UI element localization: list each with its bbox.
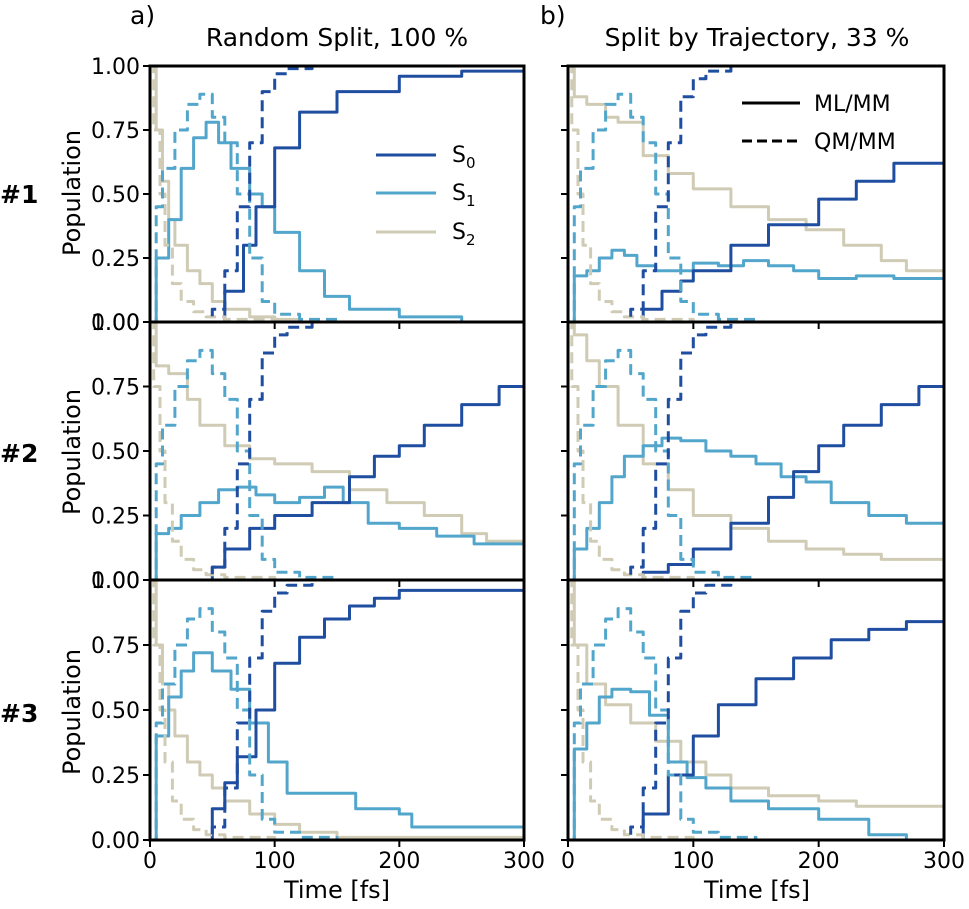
series-s2-mlmm-b2 — [568, 320, 946, 565]
series-s0-mlmm-b3 — [568, 619, 946, 842]
column-title-a: Random Split, 100 % — [206, 23, 468, 52]
y-tick-label-a1-4: 1.00 — [91, 55, 140, 80]
column-title-b: Split by Trajectory, 33 % — [605, 23, 910, 52]
x-tick-label-a3-1: 100 — [254, 849, 296, 874]
row-label-2: #2 — [0, 439, 38, 468]
series-s0-qmmm-b1 — [568, 64, 944, 324]
series-s1-qmmm-b1 — [568, 92, 944, 324]
legend-states: S0 S1 S2 — [376, 143, 476, 249]
legend-label-s2: S2 — [452, 220, 476, 249]
y-tick-label-a3-4: 1.00 — [91, 569, 140, 594]
series-s2-mlmm-b3 — [568, 578, 944, 808]
series-s0-mlmm-a1 — [150, 68, 526, 324]
series-s0-qmmm-a2 — [150, 320, 524, 582]
series-s0-mlmm-b1 — [568, 142, 946, 324]
y-tick-label-a2-4: 1.00 — [91, 311, 140, 336]
y-tick-label-a2-0: 0.00 — [91, 569, 140, 594]
plot-frame-a2 — [148, 320, 526, 582]
y-tick-label-a3-1: 0.25 — [91, 764, 140, 789]
series-s1-mlmm-b1 — [568, 248, 946, 324]
series-s2-mlmm-a2 — [150, 320, 526, 549]
y-tick-label-a1-1: 0.25 — [91, 247, 140, 272]
series-s0-mlmm-b2 — [568, 378, 946, 582]
y-tick-label-a3-0: 0.00 — [91, 829, 140, 854]
legend-label-s0: S0 — [452, 143, 476, 172]
y-axis-label-row3: Population — [58, 649, 86, 775]
x-tick-label-b3-3: 300 — [923, 849, 965, 874]
series-s1-qmmm-a1 — [150, 92, 524, 324]
series-s1-qmmm-a2 — [150, 348, 524, 582]
legend-label-s1: S1 — [452, 181, 476, 210]
series-s0-qmmm-b3 — [568, 578, 944, 842]
series-s2-qmmm-b1 — [568, 64, 944, 324]
plot-frame-b2 — [566, 320, 946, 582]
x-tick-label-b3-0: 0 — [561, 849, 575, 874]
y-tick-label-a1-3: 0.75 — [91, 119, 140, 144]
row-label-3: #3 — [0, 699, 38, 728]
series-s1-qmmm-a3 — [150, 607, 524, 842]
series-s2-qmmm-a1 — [150, 64, 524, 324]
y-axis-label-row2: Population — [58, 389, 86, 515]
series-s0-mlmm-a2 — [150, 378, 526, 582]
x-axis-label-a: Time [fs] — [283, 876, 390, 904]
series-s0-qmmm-a3 — [150, 578, 524, 842]
legend-label-mlmm: ML/MM — [814, 92, 891, 117]
row-label-1: #1 — [0, 180, 38, 209]
legend-label-qmmm: QM/MM — [814, 130, 896, 155]
series-s2-mlmm-b1 — [568, 64, 946, 279]
plots-group: 0.000.250.500.751.000.000.250.500.751.00… — [91, 55, 965, 874]
series-s1-mlmm-b2 — [568, 436, 946, 582]
x-axis-label-b: Time [fs] — [703, 876, 810, 904]
series-s2-qmmm-a3 — [150, 578, 524, 842]
series-s2-qmmm-b3 — [568, 578, 944, 842]
series-s1-mlmm-a3 — [150, 651, 524, 842]
panel-label-a: a) — [130, 1, 155, 30]
y-tick-label-a3-3: 0.75 — [91, 634, 140, 659]
series-s1-mlmm-a2 — [150, 485, 526, 582]
x-tick-label-a3-3: 300 — [503, 849, 545, 874]
series-s0-qmmm-b2 — [568, 320, 944, 582]
y-tick-label-a1-0: 0.00 — [91, 311, 140, 336]
x-tick-label-b3-1: 100 — [672, 849, 714, 874]
series-s1-qmmm-b2 — [568, 348, 944, 582]
y-tick-label-a1-2: 0.50 — [91, 183, 140, 208]
legend-styles: ML/MM QM/MM — [742, 92, 896, 155]
y-tick-label-a3-2: 0.50 — [91, 699, 140, 724]
series-s1-qmmm-b3 — [568, 607, 944, 842]
x-tick-label-b3-2: 200 — [798, 849, 840, 874]
y-tick-label-a2-3: 0.75 — [91, 376, 140, 401]
series-s0-mlmm-a3 — [150, 588, 524, 842]
series-s1-mlmm-a1 — [150, 120, 524, 324]
y-axis-label-row1: Population — [58, 130, 86, 256]
x-tick-label-a3-2: 200 — [378, 849, 420, 874]
x-tick-label-a3-0: 0 — [143, 849, 157, 874]
series-s2-qmmm-b2 — [568, 320, 944, 582]
y-tick-label-a2-2: 0.50 — [91, 440, 140, 465]
series-s2-qmmm-a2 — [150, 320, 524, 582]
panel-label-b: b) — [540, 1, 566, 30]
y-tick-label-a2-1: 0.25 — [91, 505, 140, 530]
series-s1-mlmm-b3 — [568, 687, 944, 842]
